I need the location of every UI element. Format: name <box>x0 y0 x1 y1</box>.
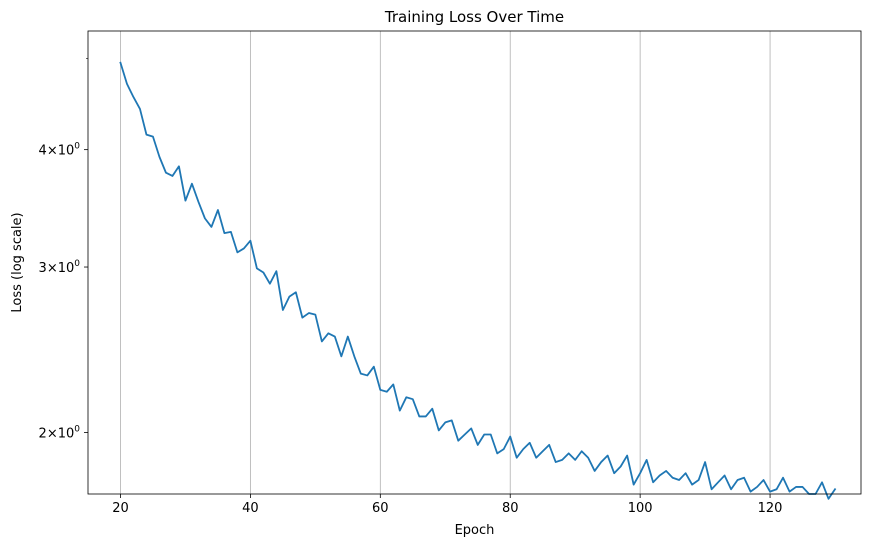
chart-title: Training Loss Over Time <box>384 8 564 26</box>
x-tick-label: 120 <box>758 501 783 516</box>
y-axis-label: Loss (log scale) <box>10 212 25 312</box>
y-tick-label: 2×100 <box>39 424 81 441</box>
x-tick-label: 60 <box>372 501 389 516</box>
x-tick-label: 80 <box>502 501 519 516</box>
x-tick-label: 40 <box>242 501 259 516</box>
loss-series-line <box>119 61 837 500</box>
x-axis-label: Epoch <box>455 523 495 538</box>
x-tick-label: 100 <box>628 501 653 516</box>
plot-frame <box>87 30 862 495</box>
y-tick-label: 3×100 <box>39 259 81 276</box>
y-tick-label: 4×100 <box>39 142 81 159</box>
x-tick-label: 20 <box>112 501 129 516</box>
